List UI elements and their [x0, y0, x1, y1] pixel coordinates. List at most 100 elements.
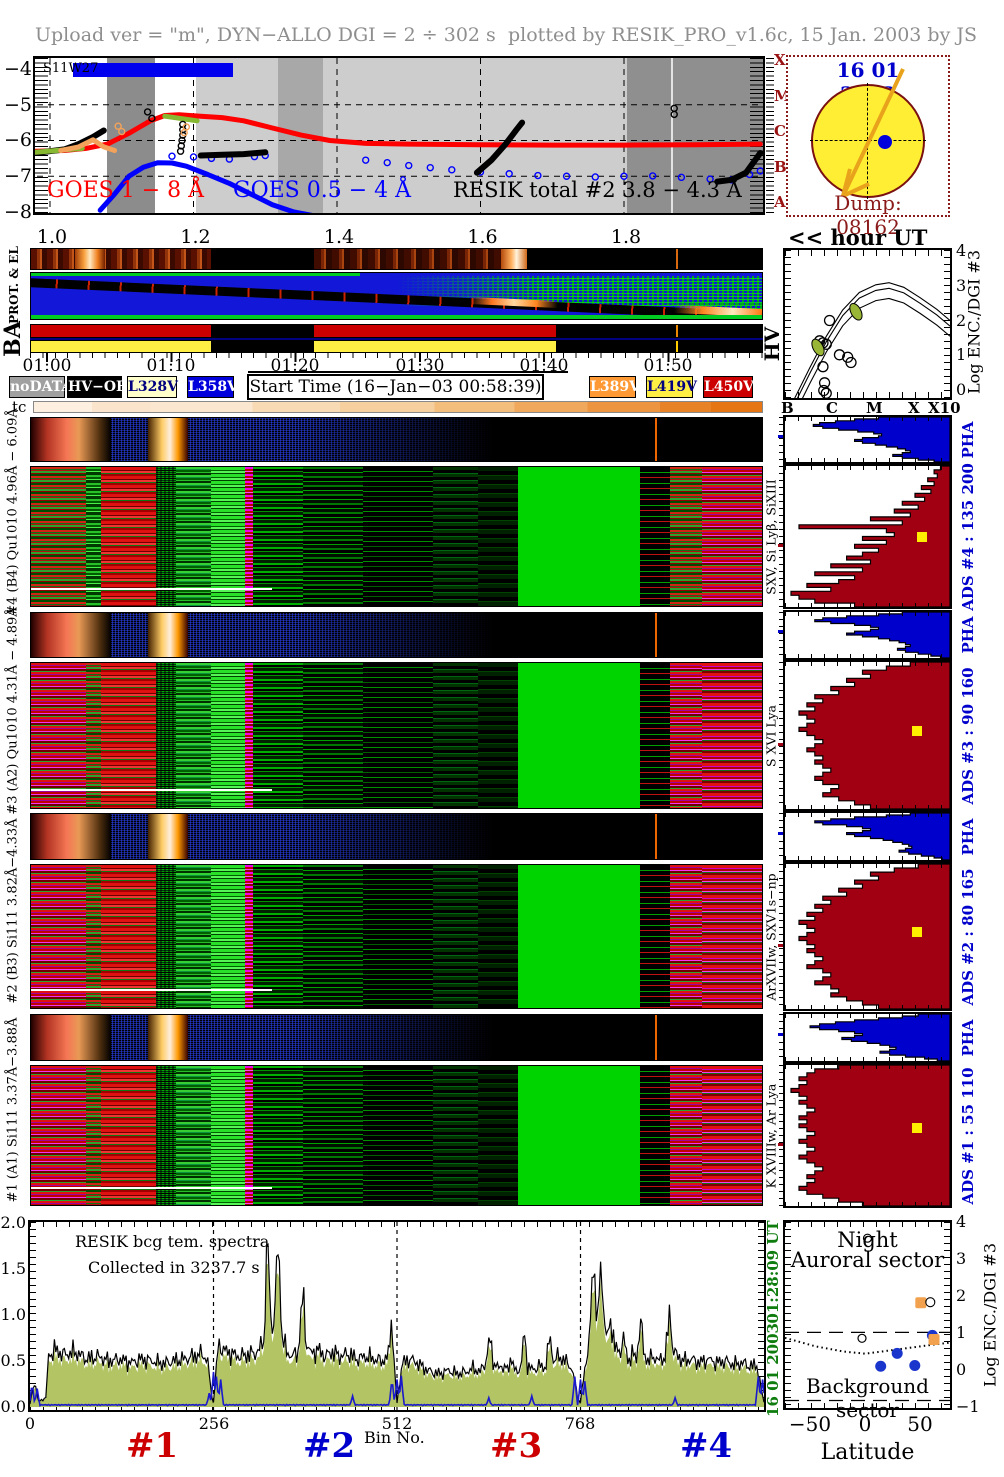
br-ytick-−1: −1 — [956, 1397, 980, 1416]
background-sector-label: Background sector — [806, 1374, 929, 1422]
ads-texture-col-3 — [155, 467, 176, 606]
bl-xtick-512: 512 — [381, 1414, 413, 1433]
ads-texture-col-8 — [303, 467, 364, 606]
pha-histogram-ch2 — [783, 811, 952, 862]
ads-histogram-ch4 — [783, 464, 952, 609]
bl-xtick-0: 0 — [24, 1414, 36, 1433]
ads-texture-col-7 — [253, 1066, 304, 1205]
pha-left-blob-ch1 — [31, 1015, 112, 1060]
ads-texture-col-2 — [100, 865, 156, 1008]
ads-strip-ch4 — [30, 466, 763, 607]
resik-total-series-label: RESIK total #2 3.8 − 4.3 Å — [453, 178, 742, 202]
goes-long-series-label: GOES 1 − 8 Å — [47, 178, 205, 203]
ads-texture-col-5 — [210, 467, 246, 606]
sun-arrow-icon — [841, 68, 905, 198]
br-tickx-1 — [785, 1403, 950, 1408]
goes-short-series-label: GOES 0.5 − 4 Å — [233, 178, 412, 203]
hour-ut-caption: << hour UT — [788, 225, 928, 250]
panel-axis-ticks-pha-ch4 — [779, 417, 784, 462]
legend-chip-L450V[interactable]: L450V — [703, 376, 754, 398]
bl-ytick-0.5: 0.5 — [0, 1351, 26, 1370]
legend-chip-L358V[interactable]: L358V — [187, 376, 238, 398]
ads-histogram-ch1-svg — [790, 1065, 950, 1206]
ads-strip-ch3 — [30, 662, 763, 809]
legend-chip-L328V[interactable]: L328V — [127, 376, 178, 398]
pha-histogram-ch2-ticks-bottom — [785, 856, 950, 860]
flux-ytick-−7: −7 — [4, 165, 33, 187]
dark-band-1 — [107, 58, 155, 213]
ads-texture-col-4 — [175, 1066, 211, 1205]
ads-yellow-marker-ch1 — [912, 1123, 922, 1134]
ads-texture-col-7 — [253, 865, 304, 1008]
channel-tag-#3: #3 — [490, 1426, 543, 1466]
start-time-box[interactable]: Start Time (16−Jan−03 00:58:39) — [247, 374, 544, 400]
pha-flare-blob-ch3 — [147, 613, 189, 657]
latitude-sector-plot: Night Auroral sector Background sector — [783, 1220, 952, 1422]
pha-histogram-ch1-svg — [809, 1014, 950, 1061]
ads-panel-label-ch1: ADS #1 : 55 110 — [959, 1066, 977, 1205]
bl-ytick-2.0: 2.0 — [0, 1213, 26, 1232]
hv-ytick-3: 3 — [956, 276, 967, 295]
legend-chip-HV−OFF[interactable]: HV−OFF — [67, 376, 136, 398]
pha-left-blob-ch3 — [31, 613, 112, 657]
ads-texture-col-10 — [432, 663, 478, 808]
pha-histogram-ch4-ticks-top — [785, 417, 950, 421]
ba-seg-1 — [31, 325, 211, 337]
ads-white-line-ch1 — [31, 1186, 273, 1189]
panel-axis-red-tick-ch2 — [778, 943, 785, 947]
ads-histogram-ch1-ticks-top — [785, 1065, 950, 1069]
hv-xletter-X10: X10 — [928, 399, 961, 417]
log-minor-ticks-left — [35, 58, 48, 213]
ads-texture-col-9 — [363, 467, 433, 606]
pha-noise-ch3 — [31, 613, 514, 657]
hv-tick-strip-0 — [785, 250, 950, 256]
class-axis-ticks — [766, 58, 774, 213]
br-xtick-50: 50 — [907, 1412, 933, 1436]
hv-xletter-X: X — [908, 399, 920, 417]
flux-ytick-−6: −6 — [4, 129, 33, 151]
pha-left-blob-ch2 — [31, 814, 112, 859]
ads-strip-ch1 — [30, 1065, 763, 1206]
channel-1-line-label: K XVIIIw, Ar Lya — [763, 1083, 779, 1188]
ads-texture-col-15 — [702, 865, 762, 1008]
ads-histogram-ch3 — [783, 660, 952, 811]
br-ytick-3: 3 — [956, 1249, 967, 1268]
pha-histogram-ch3-ticks-bottom — [785, 654, 950, 658]
channel-3-left-label: #3 (A2) Qu1010 4.31Å − 4.89Å — [5, 606, 21, 815]
br-ytick-4: 4 — [956, 1212, 967, 1231]
ads-texture-col-14 — [670, 1066, 703, 1205]
panel-axis-blue-tick-ch4 — [778, 435, 785, 438]
flare-location-dot — [878, 135, 892, 149]
legend-chip-noDATA[interactable]: noDATA — [9, 376, 72, 398]
ads-texture-col-10 — [432, 865, 478, 1008]
legend-chip-L389V[interactable]: L389V — [589, 376, 640, 398]
br-ticky-0 — [785, 1222, 791, 1408]
ads-panel-label-ch3: ADS #3 : 90 160 — [959, 666, 977, 805]
latitude-label: Latitude — [820, 1440, 915, 1465]
ads-texture-col-9 — [363, 865, 433, 1008]
ba-divider-line — [30, 338, 763, 340]
pha-strip-ch3 — [30, 612, 763, 658]
pha-thin-line-ch3 — [654, 613, 657, 657]
ads-texture-col-5 — [210, 663, 246, 808]
night-label: Night — [837, 1228, 898, 1252]
spectra-svg — [30, 1222, 764, 1410]
time-tick-01:30: 01:30 — [395, 356, 445, 376]
legend-chip-L419V[interactable]: L419V — [646, 376, 697, 398]
ba-yellow-strip — [30, 340, 763, 353]
pha-histogram-ch3-svg — [814, 612, 950, 658]
pha-histogram-ch1-ticks-bottom — [785, 1057, 950, 1061]
prot-green-top-line — [31, 273, 360, 276]
ads-texture-col-3 — [155, 1066, 176, 1205]
ads-texture-col-13 — [640, 663, 671, 808]
channel-4-left-label: #4 (B4) Qu1010 4.96Å − 6.09Å — [5, 408, 21, 616]
ads-texture-col-0 — [31, 1066, 86, 1205]
pha-thin-line-ch4 — [654, 418, 657, 461]
ba-thin-line — [676, 341, 678, 352]
ads-texture-col-0 — [31, 467, 86, 606]
ads-texture-col-4 — [175, 663, 211, 808]
heat-bright-col-2 — [501, 249, 527, 269]
heat-thin-line — [676, 249, 678, 269]
ads-texture-col-13 — [640, 467, 671, 606]
ads-histogram-ch4-ticks-top — [785, 466, 950, 470]
